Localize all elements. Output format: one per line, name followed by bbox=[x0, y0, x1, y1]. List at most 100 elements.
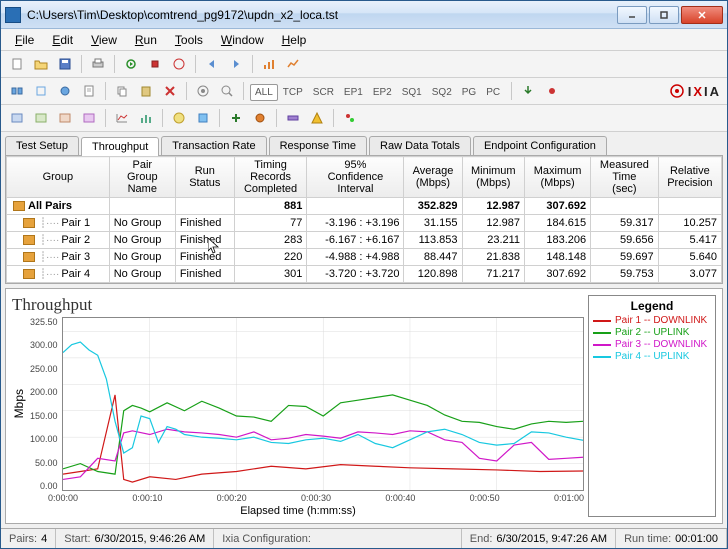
tab-test-setup[interactable]: Test Setup bbox=[5, 136, 79, 155]
status-end: End:6/30/2015, 9:47:26 AM bbox=[462, 529, 616, 548]
table-row[interactable]: ┊····Pair 4No GroupFinished301-3.720 : +… bbox=[7, 266, 722, 283]
tab-raw-data-totals[interactable]: Raw Data Totals bbox=[369, 136, 471, 155]
table-row[interactable]: ┊····Pair 2No GroupFinished283-6.167 : +… bbox=[7, 232, 722, 249]
new-file-icon[interactable] bbox=[7, 54, 27, 74]
next-icon[interactable] bbox=[226, 54, 246, 74]
detail10-icon[interactable] bbox=[250, 108, 270, 128]
chart-pane: Throughput Mbps 325.50300.00250.00200.00… bbox=[5, 288, 723, 524]
group-icon[interactable] bbox=[31, 81, 51, 101]
menu-run[interactable]: Run bbox=[127, 31, 165, 49]
results-table: GroupPairGroupNameRunStatusTimingRecords… bbox=[5, 155, 723, 284]
detail11-icon[interactable] bbox=[283, 108, 303, 128]
legend-title: Legend bbox=[593, 299, 711, 313]
table-row[interactable]: ┊····Pair 1No GroupFinished77-3.196 : +3… bbox=[7, 215, 722, 232]
chart-title: Throughput bbox=[12, 295, 584, 315]
settings-icon[interactable] bbox=[542, 81, 562, 101]
detail7-icon[interactable] bbox=[169, 108, 189, 128]
window-title: C:\Users\Tim\Desktop\comtrend_pg9172\upd… bbox=[27, 8, 611, 22]
pair-icon[interactable] bbox=[7, 81, 27, 101]
delete-icon[interactable] bbox=[160, 81, 180, 101]
status-bar: Pairs:4 Start:6/30/2015, 9:46:26 AM Ixia… bbox=[1, 528, 727, 548]
zoom-icon[interactable] bbox=[217, 81, 237, 101]
tab-response-time[interactable]: Response Time bbox=[269, 136, 367, 155]
stop-icon[interactable] bbox=[145, 54, 165, 74]
minimize-button[interactable] bbox=[617, 6, 647, 24]
detail2-icon[interactable] bbox=[31, 108, 51, 128]
pause-icon[interactable] bbox=[169, 54, 189, 74]
detail13-icon[interactable] bbox=[340, 108, 360, 128]
tab-transaction-rate[interactable]: Transaction Rate bbox=[161, 136, 266, 155]
legend-item: Pair 3 -- DOWNLINK bbox=[593, 339, 711, 350]
menu-file[interactable]: File bbox=[7, 31, 42, 49]
x-axis-label: Elapsed time (h:mm:ss) bbox=[12, 505, 584, 517]
config-icon[interactable] bbox=[193, 81, 213, 101]
tab-throughput[interactable]: Throughput bbox=[81, 137, 159, 156]
y-axis: 325.50300.00250.00200.00150.00100.0050.0… bbox=[30, 317, 62, 491]
detail4-icon[interactable] bbox=[79, 108, 99, 128]
menu-tools[interactable]: Tools bbox=[167, 31, 211, 49]
ep-btn-ep1[interactable]: EP1 bbox=[339, 84, 368, 101]
save-icon[interactable] bbox=[55, 54, 75, 74]
legend-item: Pair 2 -- UPLINK bbox=[593, 327, 711, 338]
col-header[interactable]: RunStatus bbox=[175, 157, 234, 198]
col-header[interactable]: Minimum(Mbps) bbox=[462, 157, 525, 198]
detail12-icon[interactable] bbox=[307, 108, 327, 128]
toolbar-3 bbox=[1, 105, 727, 132]
open-folder-icon[interactable] bbox=[31, 54, 51, 74]
menu-view[interactable]: View bbox=[83, 31, 125, 49]
col-header[interactable]: 95%ConfidenceInterval bbox=[307, 157, 404, 198]
close-button[interactable] bbox=[681, 6, 723, 24]
paste-icon[interactable] bbox=[136, 81, 156, 101]
script-icon[interactable] bbox=[79, 81, 99, 101]
tab-endpoint-configuration[interactable]: Endpoint Configuration bbox=[473, 136, 607, 155]
app-icon bbox=[5, 7, 21, 23]
chart-icon[interactable] bbox=[283, 54, 303, 74]
export-icon[interactable] bbox=[518, 81, 538, 101]
legend-item: Pair 4 -- UPLINK bbox=[593, 351, 711, 362]
main-window: C:\Users\Tim\Desktop\comtrend_pg9172\upd… bbox=[0, 0, 728, 549]
chart-plot[interactable] bbox=[62, 317, 584, 491]
menu-edit[interactable]: Edit bbox=[44, 31, 81, 49]
detail5-icon[interactable] bbox=[112, 108, 132, 128]
legend-item: Pair 1 -- DOWNLINK bbox=[593, 315, 711, 326]
ep-btn-ep2[interactable]: EP2 bbox=[368, 84, 397, 101]
col-header[interactable]: TimingRecordsCompleted bbox=[234, 157, 307, 198]
col-header[interactable]: RelativePrecision bbox=[658, 157, 721, 198]
status-start: Start:6/30/2015, 9:46:26 AM bbox=[56, 529, 214, 548]
endpoint-icon[interactable] bbox=[55, 81, 75, 101]
chart-legend: Legend Pair 1 -- DOWNLINKPair 2 -- UPLIN… bbox=[588, 295, 716, 517]
detail6-icon[interactable] bbox=[136, 108, 156, 128]
col-header[interactable]: PairGroupName bbox=[109, 157, 175, 198]
throughput-icon[interactable] bbox=[259, 54, 279, 74]
col-header[interactable]: MeasuredTime(sec) bbox=[591, 157, 659, 198]
ep-btn-tcp[interactable]: TCP bbox=[278, 84, 308, 101]
detail8-icon[interactable] bbox=[193, 108, 213, 128]
detail3-icon[interactable] bbox=[55, 108, 75, 128]
toolbar-1 bbox=[1, 51, 727, 78]
tab-strip: Test SetupThroughputTransaction RateResp… bbox=[1, 132, 727, 155]
menu-window[interactable]: Window bbox=[213, 31, 272, 49]
col-header[interactable]: Group bbox=[7, 157, 110, 198]
print-icon[interactable] bbox=[88, 54, 108, 74]
ep-btn-sq1[interactable]: SQ1 bbox=[397, 84, 427, 101]
col-header[interactable]: Average(Mbps) bbox=[404, 157, 462, 198]
run-icon[interactable] bbox=[121, 54, 141, 74]
table-row[interactable]: ┊····Pair 3No GroupFinished220-4.988 : +… bbox=[7, 249, 722, 266]
title-bar: C:\Users\Tim\Desktop\comtrend_pg9172\upd… bbox=[1, 1, 727, 29]
menu-help[interactable]: Help bbox=[274, 31, 315, 49]
ep-btn-pg[interactable]: PG bbox=[457, 84, 481, 101]
col-header[interactable]: Maximum(Mbps) bbox=[525, 157, 591, 198]
detail1-icon[interactable] bbox=[7, 108, 27, 128]
detail9-icon[interactable] bbox=[226, 108, 246, 128]
maximize-button[interactable] bbox=[649, 6, 679, 24]
status-config: Ixia Configuration: bbox=[214, 529, 462, 548]
prev-icon[interactable] bbox=[202, 54, 222, 74]
table-row-total[interactable]: All Pairs881352.82912.987307.692 bbox=[7, 198, 722, 215]
ep-btn-pc[interactable]: PC bbox=[481, 84, 505, 101]
status-runtime: Run time:00:01:00 bbox=[616, 529, 727, 548]
copy-icon[interactable] bbox=[112, 81, 132, 101]
ep-btn-scr[interactable]: SCR bbox=[308, 84, 339, 101]
ep-btn-sq2[interactable]: SQ2 bbox=[427, 84, 457, 101]
ep-btn-all[interactable]: ALL bbox=[250, 84, 278, 101]
status-pairs: Pairs:4 bbox=[1, 529, 56, 548]
